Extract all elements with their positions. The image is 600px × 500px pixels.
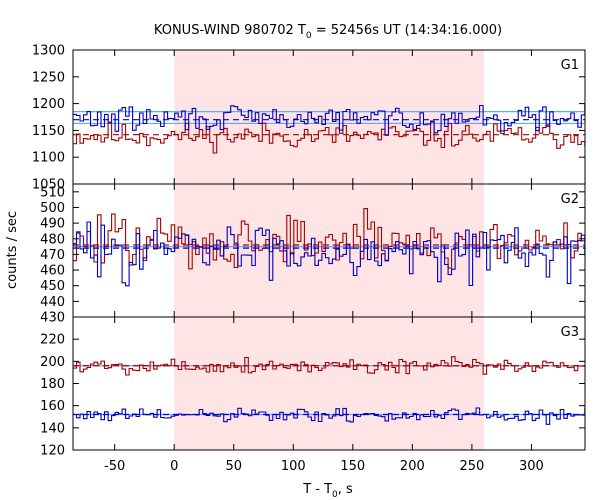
y-tick-label: 440 (40, 295, 65, 310)
x-tick-label: 250 (459, 459, 484, 474)
y-tick-label: 1150 (32, 124, 65, 139)
y-tick-label: 460 (40, 264, 65, 279)
series-red-g2 (73, 208, 586, 270)
y-tick-label: 1200 (32, 97, 65, 112)
y-tick-label: 430 (40, 311, 65, 326)
panel-label: G2 (561, 192, 579, 207)
series-blue-g3 (73, 407, 586, 425)
y-tick-label: 510 (40, 185, 65, 200)
y-tick-label: 470 (40, 248, 65, 263)
y-tick-label: 500 (40, 201, 65, 216)
y-tick-label: 1300 (32, 44, 65, 59)
series-red-g3 (73, 356, 586, 376)
series-red-g1 (73, 121, 586, 154)
panel-label: G3 (561, 325, 579, 340)
panel-g1: 1050 1100 1150 1200 1250 1300 G1 (32, 44, 586, 193)
y-tick-label: 480 (40, 232, 65, 247)
x-axis-label: T - T0, s (302, 482, 353, 500)
xlabel-rest: , s (338, 482, 353, 497)
x-tick-label: -50 (104, 459, 125, 474)
x-tick-label: 100 (281, 459, 306, 474)
panel-g3: 120 140 160 180 200 220 -50 0 50 100 150 200 250 300 G… (40, 316, 586, 474)
title-rest: = 52456s UT (14:34:16.000) (312, 23, 502, 38)
x-tick-label: 300 (519, 459, 544, 474)
series-blue-g1 (73, 103, 586, 136)
y-tick-label: 220 (40, 333, 65, 348)
shaded-interval (174, 50, 484, 184)
panel-label: G1 (561, 58, 579, 73)
y-tick-label: 180 (40, 377, 65, 392)
x-tick-label: 0 (170, 459, 178, 474)
chart-title: KONUS-WIND 980702 T0 = 52456s UT (14:34:… (154, 23, 502, 41)
shaded-interval (174, 184, 484, 317)
xlabel-subscript: 0 (332, 490, 338, 500)
y-tick-label: 490 (40, 217, 65, 232)
y-tick-label: 1100 (32, 151, 65, 166)
shaded-interval (174, 317, 484, 450)
y-tick-label: 450 (40, 279, 65, 294)
series-blue-g2 (73, 221, 586, 287)
panels-group: 105011001150120012501300G143044045046047… (32, 44, 586, 474)
y-tick-label: 1050 (32, 178, 65, 193)
y-tick-label: 140 (40, 421, 65, 436)
x-tick-label: 50 (225, 459, 242, 474)
x-tick-label: 200 (400, 459, 425, 474)
x-tick-label: 150 (340, 459, 365, 474)
y-tick-label: 160 (40, 399, 65, 414)
title-subscript: 0 (306, 31, 312, 41)
xlabel-main: T - T (302, 482, 332, 497)
y-tick-label: 200 (40, 355, 65, 370)
y-tick-label: 1250 (32, 70, 65, 85)
title-main: KONUS-WIND 980702 T (154, 23, 306, 38)
y-tick-label: 120 (40, 444, 65, 459)
y-axis-label: counts / sec (5, 211, 20, 289)
